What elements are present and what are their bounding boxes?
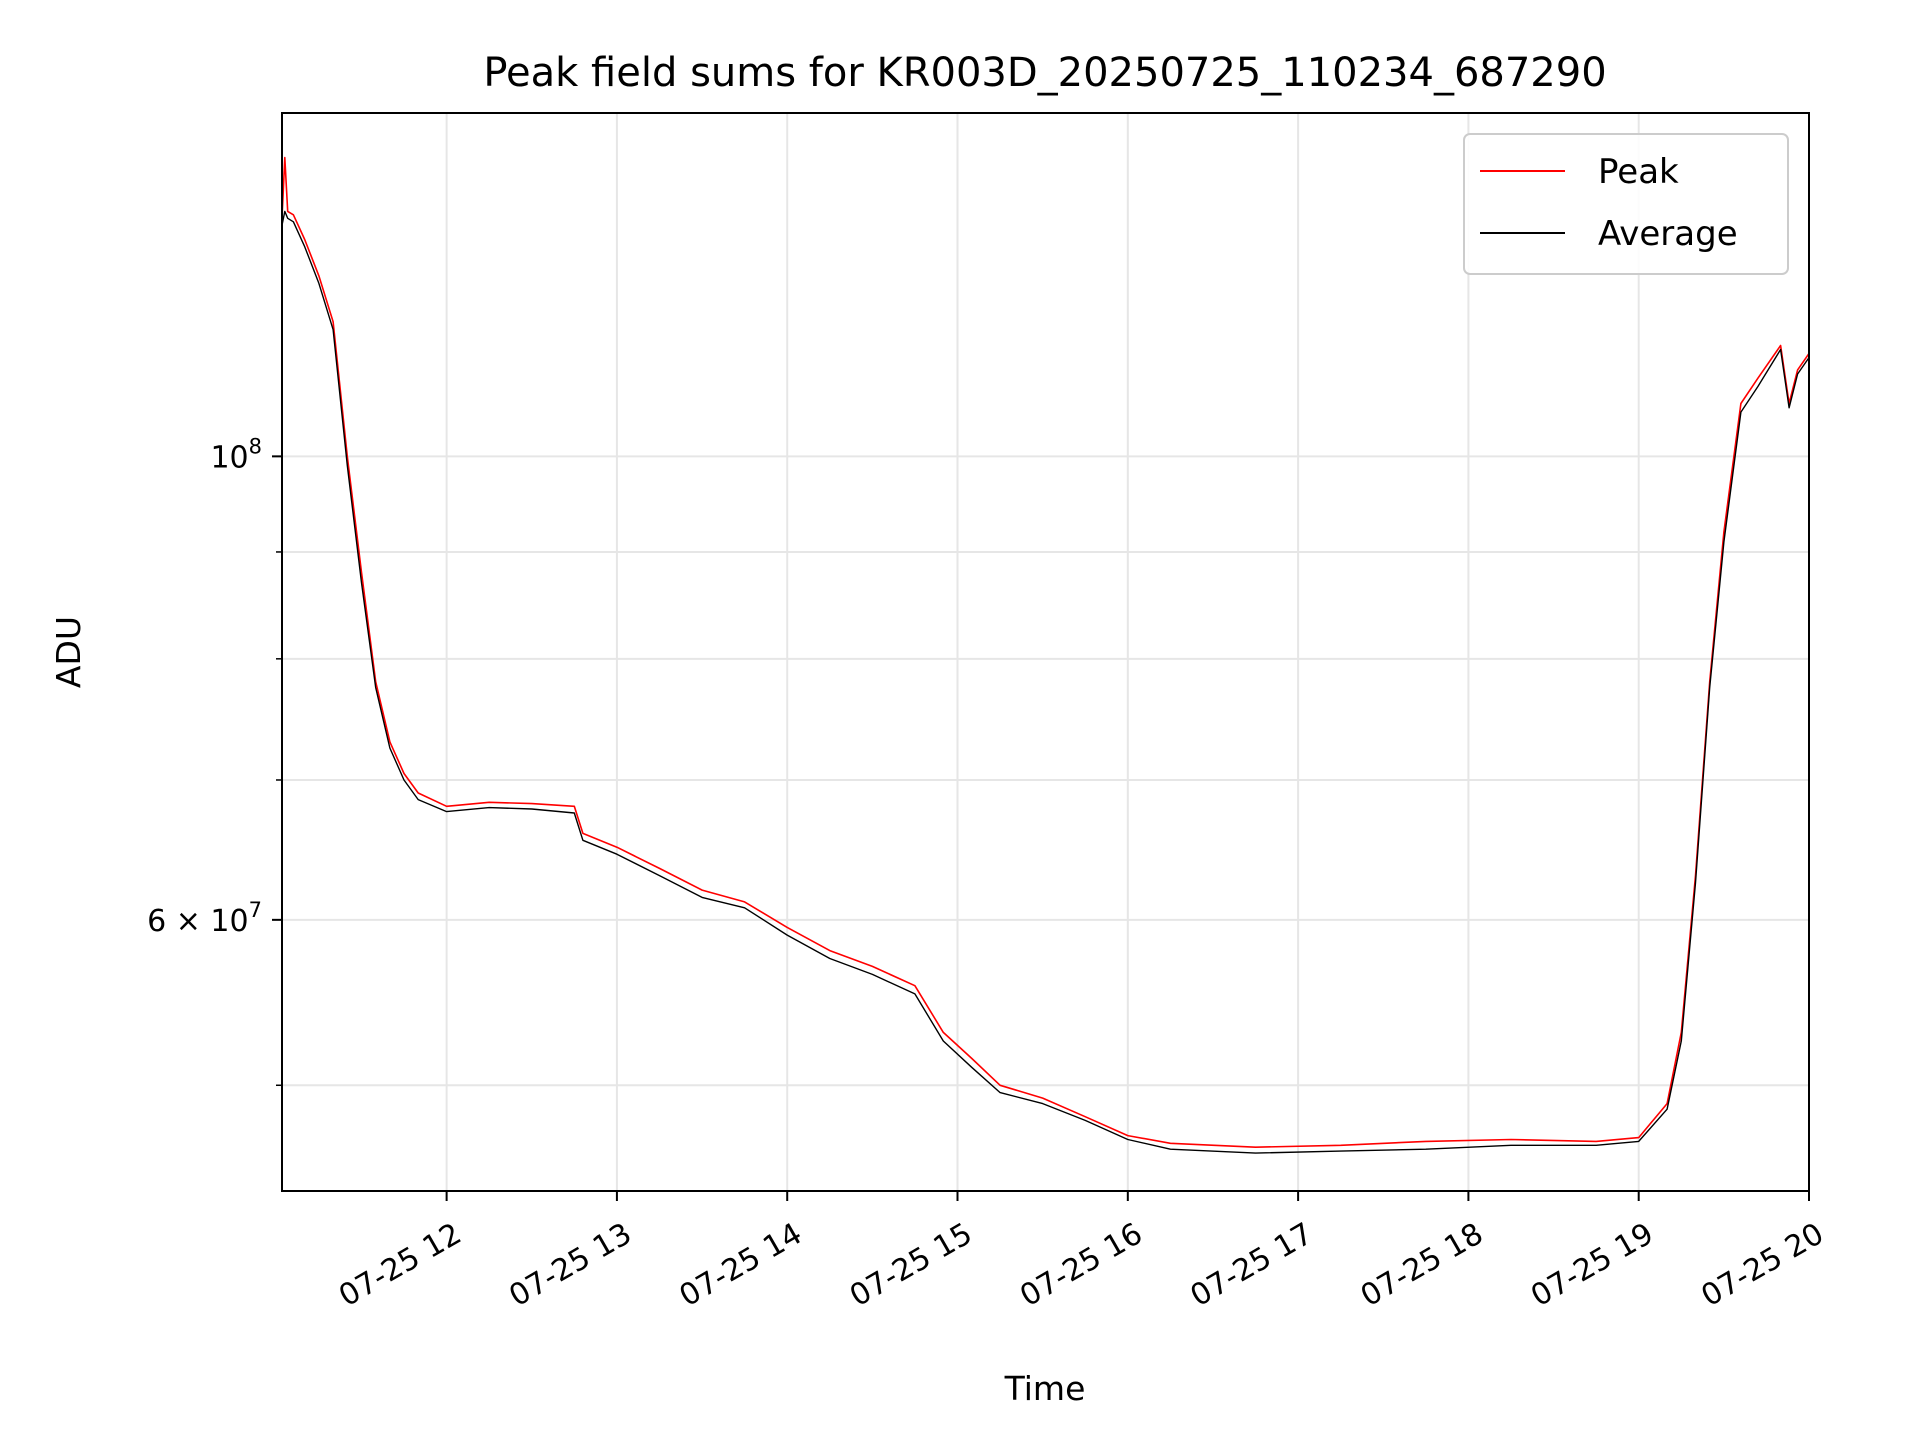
series-layer	[281, 156, 1810, 1154]
x-axis-label: Time	[1004, 1369, 1086, 1408]
y-axis-ticks: 108 6 × 107	[147, 434, 282, 1087]
legend: Peak Average	[1463, 133, 1789, 275]
y-tick-label: 108	[210, 434, 262, 475]
legend-peak-label: Peak	[1598, 152, 1679, 192]
legend-box	[1463, 133, 1789, 275]
y-tick-label: 6 × 107	[147, 898, 262, 939]
plot-frame	[281, 112, 1810, 1192]
y-axis-label: ADU	[49, 616, 88, 688]
legend-average-label: Average	[1598, 214, 1738, 254]
series-line-average	[281, 210, 1810, 1154]
chart-title: Peak field sums for KR003D_20250725_1102…	[483, 50, 1606, 96]
